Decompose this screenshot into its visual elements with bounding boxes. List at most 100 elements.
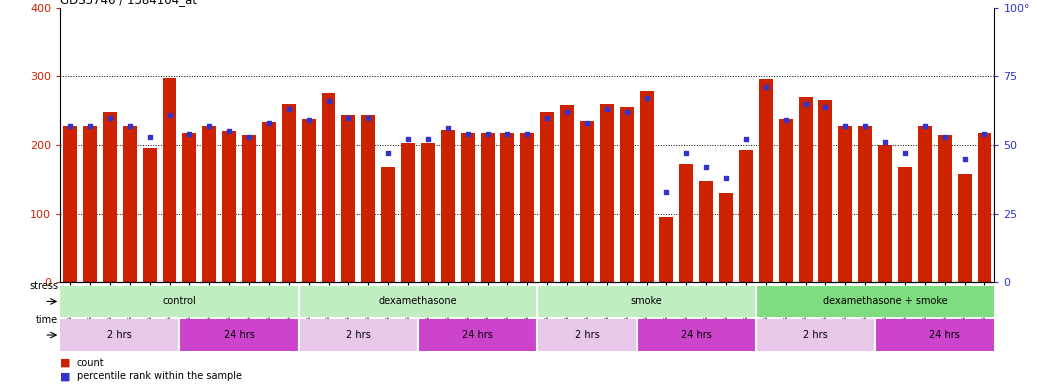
Bar: [60, 286, 299, 317]
Bar: [798, 97, 813, 282]
Bar: [299, 319, 418, 351]
Point: [777, 117, 794, 123]
Point: [419, 136, 436, 142]
Bar: [302, 119, 316, 282]
Text: stress: stress: [29, 281, 58, 291]
Bar: [418, 319, 538, 351]
Point: [360, 114, 377, 121]
Bar: [401, 143, 415, 282]
Bar: [520, 132, 535, 282]
Bar: [739, 150, 753, 282]
Point: [619, 109, 635, 115]
Point: [578, 120, 595, 126]
Text: percentile rank within the sample: percentile rank within the sample: [77, 371, 242, 381]
Point: [738, 136, 755, 142]
Bar: [299, 286, 538, 317]
Bar: [60, 319, 180, 351]
Bar: [636, 319, 756, 351]
Point: [658, 189, 675, 195]
Bar: [898, 167, 912, 282]
Point: [261, 120, 277, 126]
Point: [82, 122, 99, 129]
Text: 24 hrs: 24 hrs: [681, 330, 712, 340]
Point: [817, 103, 834, 109]
Bar: [700, 180, 713, 282]
Bar: [756, 319, 875, 351]
Text: control: control: [163, 296, 196, 306]
Bar: [937, 135, 952, 282]
Bar: [242, 135, 256, 282]
Point: [201, 122, 218, 129]
Point: [480, 131, 496, 137]
Bar: [719, 193, 733, 282]
Point: [956, 156, 973, 162]
Bar: [540, 112, 554, 282]
Point: [837, 122, 853, 129]
Point: [280, 106, 297, 113]
Bar: [83, 126, 97, 282]
Bar: [918, 126, 932, 282]
Point: [121, 122, 138, 129]
Text: time: time: [36, 314, 58, 325]
Point: [439, 126, 456, 132]
Point: [161, 112, 177, 118]
Text: 24 hrs: 24 hrs: [223, 330, 254, 340]
Point: [340, 114, 357, 121]
Text: ■: ■: [60, 358, 71, 368]
Text: 2 hrs: 2 hrs: [108, 330, 132, 340]
Text: count: count: [77, 358, 105, 368]
Point: [241, 134, 257, 140]
Bar: [421, 143, 435, 282]
Bar: [481, 132, 494, 282]
Point: [181, 131, 197, 137]
Text: 2 hrs: 2 hrs: [346, 330, 371, 340]
Bar: [839, 126, 852, 282]
Point: [758, 84, 774, 90]
Point: [499, 131, 516, 137]
Bar: [63, 126, 77, 282]
Point: [519, 131, 536, 137]
Point: [797, 101, 814, 107]
Text: GDS3746 / 1384104_at: GDS3746 / 1384104_at: [60, 0, 197, 7]
Bar: [659, 217, 674, 282]
Bar: [202, 126, 216, 282]
Point: [717, 175, 734, 181]
Point: [857, 122, 874, 129]
Bar: [122, 126, 137, 282]
Point: [141, 134, 158, 140]
Bar: [679, 164, 693, 282]
Bar: [142, 148, 157, 282]
Text: dexamethasone: dexamethasone: [379, 296, 458, 306]
Bar: [875, 319, 1014, 351]
Bar: [361, 116, 376, 282]
Point: [460, 131, 476, 137]
Bar: [858, 126, 872, 282]
Point: [221, 128, 238, 134]
Point: [897, 150, 913, 156]
Text: ■: ■: [60, 371, 71, 381]
Bar: [381, 167, 395, 282]
Bar: [222, 131, 236, 282]
Text: 24 hrs: 24 hrs: [929, 330, 960, 340]
Point: [300, 117, 317, 123]
Bar: [322, 93, 335, 282]
Bar: [561, 105, 574, 282]
Bar: [538, 319, 636, 351]
Bar: [759, 79, 772, 282]
Point: [698, 164, 714, 170]
Bar: [461, 132, 474, 282]
Point: [877, 139, 894, 145]
Text: 2 hrs: 2 hrs: [803, 330, 828, 340]
Text: smoke: smoke: [631, 296, 662, 306]
Point: [102, 114, 118, 121]
Text: 2 hrs: 2 hrs: [575, 330, 599, 340]
Bar: [180, 319, 299, 351]
Point: [638, 95, 655, 101]
Bar: [600, 104, 613, 282]
Point: [936, 134, 953, 140]
Text: 24 hrs: 24 hrs: [462, 330, 493, 340]
Bar: [282, 104, 296, 282]
Bar: [978, 132, 991, 282]
Bar: [878, 145, 892, 282]
Bar: [819, 100, 832, 282]
